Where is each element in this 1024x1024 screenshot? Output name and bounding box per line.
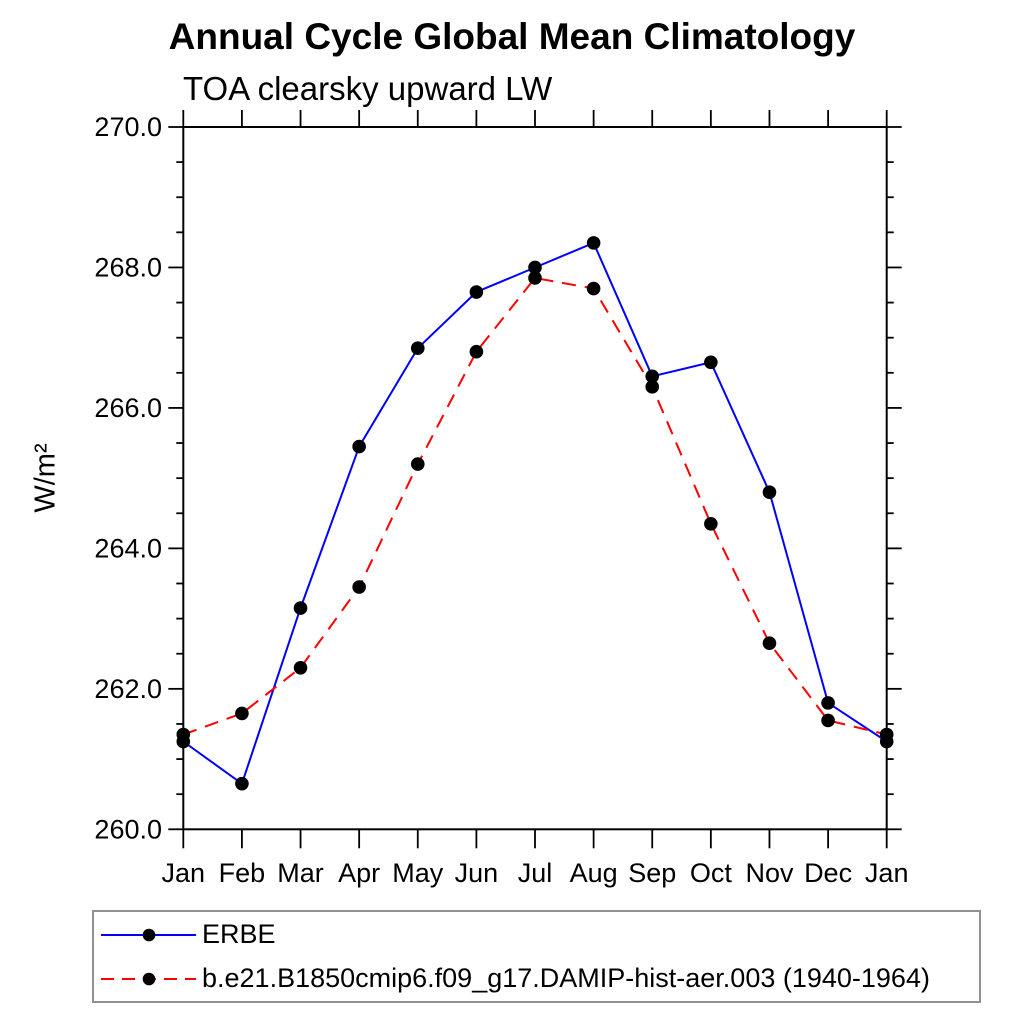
axis-frame — [182, 126, 888, 831]
data-point — [235, 776, 249, 791]
data-point — [293, 601, 308, 615]
x-tick-label: Oct — [690, 858, 733, 888]
y-tick-label: 262.0 — [94, 674, 162, 704]
data-point — [410, 341, 425, 356]
y-axis-ticks — [168, 126, 902, 831]
x-tick-label: Jan — [865, 858, 909, 888]
y-axis-labels: 260.0 262.0 264.0 266.0 268.0 270.0 — [94, 112, 162, 844]
data-point — [469, 285, 484, 299]
data-point — [762, 485, 777, 499]
data-point — [528, 271, 542, 285]
series-markers-1 — [176, 271, 894, 742]
x-tick-label: Mar — [277, 858, 324, 888]
x-tick-label: Nov — [745, 858, 794, 888]
y-tick-label: 266.0 — [94, 393, 162, 423]
data-point — [469, 344, 484, 359]
y-tick-label: 268.0 — [94, 252, 162, 282]
legend-marker-icon — [142, 928, 156, 941]
legend-line-sample — [101, 928, 196, 941]
data-point — [821, 696, 835, 710]
y-tick-label: 270.0 — [94, 112, 162, 142]
data-point — [410, 457, 425, 471]
data-point — [645, 380, 660, 394]
legend-box: ERBE b.e21.B1850cmip6.f09_g17.DAMIP-hist… — [92, 910, 981, 1003]
series-markers-0 — [176, 236, 894, 791]
legend-line-sample — [101, 972, 196, 985]
x-tick-label: Apr — [338, 858, 380, 888]
data-point — [704, 516, 718, 531]
data-point — [528, 260, 542, 275]
data-point — [879, 727, 894, 742]
data-point — [176, 727, 191, 742]
legend-marker-icon — [142, 972, 156, 985]
data-point — [352, 439, 366, 454]
y-tick-label: 260.0 — [94, 814, 162, 844]
page-title: Annual Cycle Global Mean Climatology — [168, 16, 856, 57]
data-point — [586, 281, 601, 296]
x-tick-label: Dec — [804, 858, 852, 888]
data-point — [645, 369, 660, 384]
data-point — [352, 580, 366, 594]
data-point — [235, 706, 249, 721]
data-point — [762, 636, 777, 650]
legend-item-model: b.e21.B1850cmip6.f09_g17.DAMIP-hist-aer.… — [94, 956, 979, 1000]
x-tick-label: Feb — [219, 858, 266, 888]
x-tick-label: Jun — [455, 858, 499, 888]
x-tick-label: Aug — [570, 858, 618, 888]
x-tick-label: Jul — [518, 858, 553, 888]
x-tick-label: Jan — [162, 858, 206, 888]
series-line-0 — [182, 241, 888, 786]
legend-label-erbe: ERBE — [202, 919, 276, 949]
data-point — [821, 713, 835, 728]
x-tick-label: May — [392, 858, 444, 888]
x-axis-labels: Jan Feb Mar Apr May Jun Jul Aug Sep Oct Nov Dec Jan — [162, 858, 909, 888]
y-tick-label: 264.0 — [94, 533, 162, 563]
data-point — [704, 355, 718, 370]
data-point — [293, 660, 308, 675]
x-axis-ticks — [182, 110, 888, 849]
series-line-1 — [182, 276, 887, 736]
legend-item-erbe: ERBE — [94, 912, 979, 956]
x-tick-label: Sep — [628, 858, 676, 888]
legend-label-model: b.e21.B1850cmip6.f09_g17.DAMIP-hist-aer.… — [202, 963, 930, 993]
chart-subtitle: TOA clearsky upward LW — [183, 70, 553, 107]
data-point — [586, 236, 601, 250]
